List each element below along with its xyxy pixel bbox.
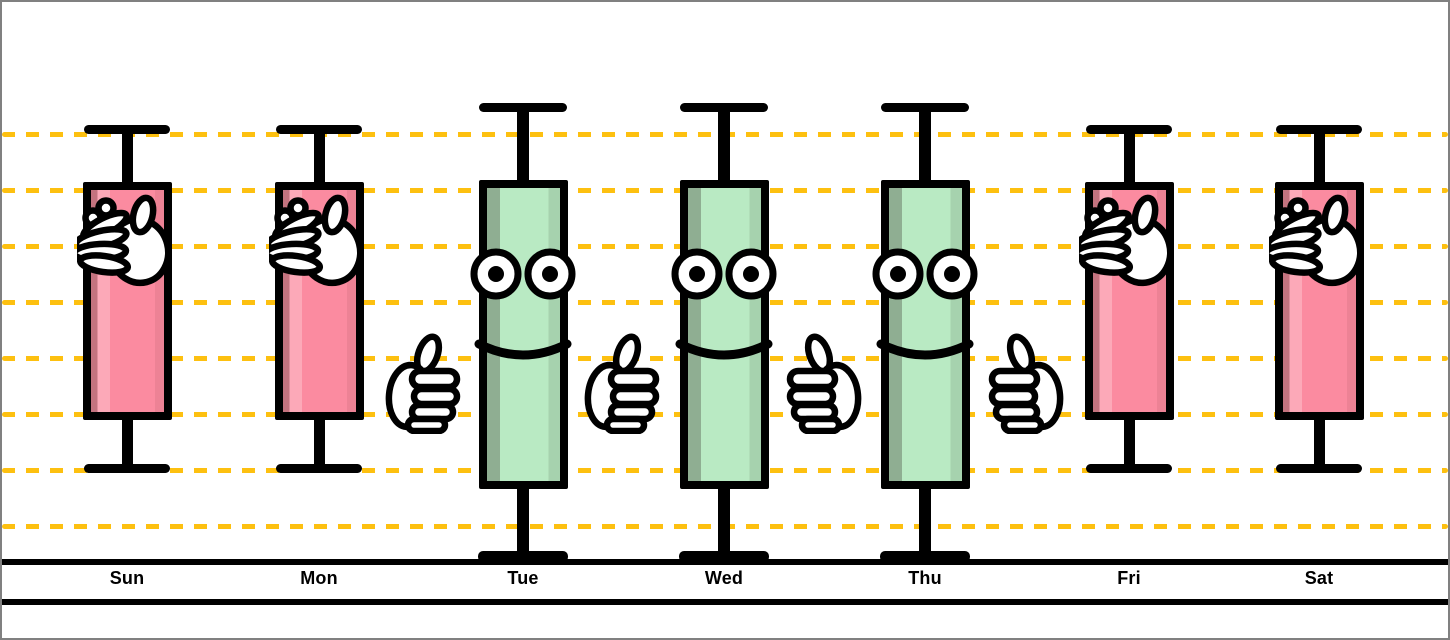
low-wick bbox=[1313, 416, 1325, 469]
high-wick bbox=[121, 129, 133, 186]
facepalm-overlay bbox=[70, 193, 177, 293]
pupil-left bbox=[488, 266, 504, 282]
thumbs-up-icon bbox=[786, 333, 862, 435]
finger bbox=[1268, 252, 1324, 276]
thumb bbox=[1131, 194, 1159, 236]
axis-label-sun: Sun bbox=[109, 568, 145, 588]
smiley-overlay bbox=[664, 242, 784, 367]
high-wick bbox=[718, 107, 730, 184]
low-wick bbox=[1123, 416, 1135, 469]
low-wick bbox=[313, 416, 325, 469]
finger bbox=[988, 367, 1041, 391]
finger bbox=[786, 367, 839, 391]
thumb bbox=[1321, 194, 1349, 236]
candle-body bbox=[478, 180, 568, 489]
finger bbox=[1000, 415, 1045, 435]
smile bbox=[675, 339, 773, 360]
axis-label-tue: Tue bbox=[507, 568, 539, 588]
finger bbox=[607, 367, 660, 391]
facepalm-hand-icon bbox=[1262, 194, 1364, 287]
high-wick bbox=[1123, 129, 1135, 186]
axis-label-thu: Thu bbox=[908, 568, 942, 588]
thumbs-up-icon bbox=[385, 333, 461, 435]
candle-fri bbox=[1069, 2, 1189, 638]
thumb bbox=[129, 194, 157, 236]
facepalm-overlay bbox=[262, 193, 369, 293]
x-axis-line-bottom bbox=[2, 599, 1448, 605]
smiley-overlay bbox=[865, 242, 985, 367]
high-wick bbox=[517, 107, 529, 184]
facepalm-overlay bbox=[1262, 193, 1369, 293]
low-wick-foot bbox=[880, 551, 970, 562]
smiley-face bbox=[671, 248, 777, 360]
facepalm-hand-icon bbox=[1072, 194, 1174, 287]
low-wick bbox=[121, 416, 133, 469]
finger bbox=[1078, 252, 1134, 276]
pupil-right bbox=[743, 266, 759, 282]
thumbs-up-hand bbox=[981, 330, 1065, 435]
pupil-right bbox=[944, 266, 960, 282]
finger bbox=[798, 415, 843, 435]
x-axis-line-top bbox=[2, 559, 1448, 565]
low-wick-cap bbox=[1086, 464, 1172, 473]
finger bbox=[76, 252, 132, 276]
pupil-right bbox=[542, 266, 558, 282]
axis-label-fri: Fri bbox=[1117, 568, 1141, 588]
low-wick-foot bbox=[679, 551, 769, 562]
facepalm-hand-icon bbox=[70, 194, 172, 287]
high-wick bbox=[1313, 129, 1325, 186]
axis-label-mon: Mon bbox=[300, 568, 338, 588]
low-wick-cap bbox=[84, 464, 170, 473]
candle-sat bbox=[1259, 2, 1379, 638]
candle-tue bbox=[463, 2, 583, 638]
facepalm-hand-icon bbox=[262, 194, 364, 287]
candle-sun bbox=[67, 2, 187, 638]
low-wick bbox=[919, 485, 931, 555]
low-wick bbox=[517, 485, 529, 555]
pupil-left bbox=[890, 266, 906, 282]
finger bbox=[404, 415, 449, 435]
axis-label-sat: Sat bbox=[1304, 568, 1334, 588]
pupil-left bbox=[689, 266, 705, 282]
candle-thu bbox=[865, 2, 985, 638]
facepalm-overlay bbox=[1072, 193, 1179, 293]
smiley-overlay bbox=[463, 242, 583, 367]
finger bbox=[268, 252, 324, 276]
finger bbox=[603, 415, 648, 435]
low-wick-cap bbox=[1276, 464, 1362, 473]
finger bbox=[408, 367, 461, 391]
smiley-face bbox=[470, 248, 576, 360]
thumbs-up-hand bbox=[583, 330, 667, 435]
smiley-face bbox=[872, 248, 978, 360]
thumbs-up-icon bbox=[988, 333, 1064, 435]
candle-wed bbox=[664, 2, 784, 638]
high-wick bbox=[919, 107, 931, 184]
thumbs-up-icon bbox=[584, 333, 660, 435]
low-wick bbox=[718, 485, 730, 555]
axis-label-wed: Wed bbox=[704, 568, 744, 588]
thumbs-up-hand bbox=[779, 330, 863, 435]
thumb bbox=[321, 194, 349, 236]
candle-mon bbox=[259, 2, 379, 638]
high-wick bbox=[313, 129, 325, 186]
smile bbox=[876, 339, 974, 360]
smile bbox=[474, 339, 572, 360]
low-wick-cap bbox=[276, 464, 362, 473]
thumbs-up-hand bbox=[384, 330, 468, 435]
low-wick-foot bbox=[478, 551, 568, 562]
